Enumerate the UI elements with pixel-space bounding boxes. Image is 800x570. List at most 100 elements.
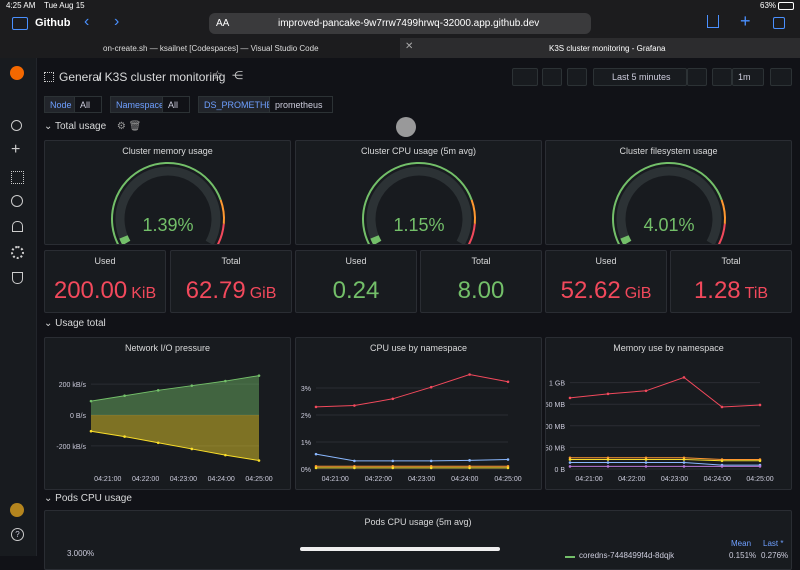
grafana-logo[interactable] xyxy=(10,66,24,80)
save-button[interactable] xyxy=(542,68,562,86)
threshold-arc xyxy=(612,162,723,244)
panel: Total 62.79 GiB xyxy=(170,250,292,313)
star-button[interactable]: ☆ xyxy=(212,68,223,82)
sidebar-toggle[interactable] xyxy=(12,17,28,30)
url-bar[interactable] xyxy=(209,13,591,34)
alerting-icon[interactable] xyxy=(12,221,23,232)
explore-icon[interactable] xyxy=(11,195,23,207)
panel-title: Total xyxy=(721,256,741,266)
x-tick-label: 04:22:00 xyxy=(618,476,645,483)
refresh-button[interactable] xyxy=(712,68,732,86)
add-panel-button[interactable] xyxy=(512,68,538,86)
x-tick-label: 04:25:00 xyxy=(746,476,773,483)
refresh-interval[interactable]: 1m xyxy=(732,68,764,86)
x-tick-label: 04:23:00 xyxy=(170,476,197,483)
point xyxy=(720,405,724,409)
date: Tue Aug 15 xyxy=(44,1,85,10)
y-tick-label: 3% xyxy=(301,386,311,393)
point xyxy=(89,399,93,403)
point xyxy=(257,374,261,377)
y-tick-label: 250 MB xyxy=(546,445,565,452)
x-tick-label: 04:25:00 xyxy=(245,476,272,483)
y-tick-label: 1% xyxy=(301,440,311,447)
point xyxy=(224,453,227,457)
point xyxy=(156,441,160,445)
tv-button[interactable] xyxy=(770,68,792,86)
stat-unit: KiB xyxy=(131,285,157,302)
panel-title: Memory use by namespace xyxy=(613,343,724,353)
avatar[interactable] xyxy=(10,503,24,517)
point xyxy=(429,385,433,389)
legend-header[interactable]: Mean xyxy=(731,539,752,548)
search-icon[interactable] xyxy=(11,120,22,131)
row-title[interactable]: ⌄ Pods CPU usage xyxy=(44,493,132,504)
area-fill xyxy=(91,375,259,415)
panel: Used 52.62 GiB xyxy=(545,250,667,313)
new-tab-button[interactable]: + xyxy=(740,11,751,31)
x-tick-label: 04:22:00 xyxy=(132,476,159,483)
time-picker[interactable]: Last 5 minutes xyxy=(593,68,687,86)
point xyxy=(682,376,686,379)
panel-title: Total xyxy=(471,256,491,266)
series-line xyxy=(569,376,761,408)
gauge-value: 1.15% xyxy=(393,215,444,235)
stat-number: 8.00 xyxy=(457,277,505,304)
row-title-text: Usage total xyxy=(55,318,106,329)
series-line xyxy=(315,373,509,408)
y-tick-label: 0 B/s xyxy=(70,413,86,420)
threshold-arc xyxy=(720,199,726,224)
panel: Used 0.24 xyxy=(295,250,417,313)
legend-swatch xyxy=(565,556,575,558)
point xyxy=(606,392,610,396)
variable-value[interactable]: All xyxy=(162,96,190,113)
create-icon[interactable]: + xyxy=(11,141,21,158)
point xyxy=(568,465,572,468)
home-indicator xyxy=(300,547,500,551)
gauge-value: 4.01% xyxy=(643,215,694,235)
legend-header[interactable]: Last * xyxy=(763,539,784,548)
point xyxy=(506,466,510,470)
gauge: 1.15% xyxy=(362,162,476,244)
dashboard-title[interactable]: / K3S cluster monitoring xyxy=(98,70,226,84)
touch-indicator xyxy=(396,117,416,137)
refresh-value: 1m xyxy=(738,72,751,82)
zoom-out-button[interactable] xyxy=(687,68,707,86)
share-button[interactable]: ⋲ xyxy=(232,70,243,82)
help-icon[interactable]: ? xyxy=(11,528,24,541)
point xyxy=(644,389,648,393)
stat-value: 8.00 xyxy=(421,277,541,305)
stat-value: 0.24 xyxy=(296,277,416,305)
point xyxy=(156,389,160,392)
share-button[interactable] xyxy=(707,15,719,28)
point xyxy=(468,459,471,462)
stat-value: 52.62 GiB xyxy=(546,277,666,305)
back-button[interactable]: ‹ xyxy=(84,13,90,30)
y-tick-label: 0% xyxy=(301,467,311,474)
row-title[interactable]: ⌄ Usage total xyxy=(44,318,106,329)
x-tick-label: 04:24:00 xyxy=(704,476,731,483)
row-title[interactable]: ⌄ Total usage ⚙ 🗑 xyxy=(44,121,142,132)
point xyxy=(314,405,318,409)
dashboards-icon[interactable] xyxy=(11,171,24,184)
row-title-text: Total usage xyxy=(54,121,107,132)
variable-value[interactable]: All xyxy=(74,96,102,113)
config-icon[interactable] xyxy=(11,246,24,259)
panel-title: Used xyxy=(94,256,116,266)
tab[interactable] xyxy=(0,38,400,58)
point xyxy=(353,466,356,470)
variable-value[interactable]: prometheus xyxy=(269,96,333,113)
stat-number: 62.79 xyxy=(185,277,246,304)
point xyxy=(606,465,610,468)
settings-button[interactable] xyxy=(567,68,587,86)
point xyxy=(606,458,610,461)
shield-icon[interactable] xyxy=(12,272,23,284)
tabs-button[interactable] xyxy=(773,17,785,29)
text-size[interactable]: AA xyxy=(216,18,230,29)
tab-title: on-create.sh — ksailnet [Codespaces] — V… xyxy=(103,44,319,53)
point xyxy=(720,459,724,463)
forward-button[interactable]: › xyxy=(114,13,120,30)
y-tick-label: 500 MB xyxy=(546,424,565,431)
breadcrumb-folder[interactable]: General xyxy=(59,70,102,84)
tab-close[interactable]: ✕ xyxy=(405,41,414,52)
